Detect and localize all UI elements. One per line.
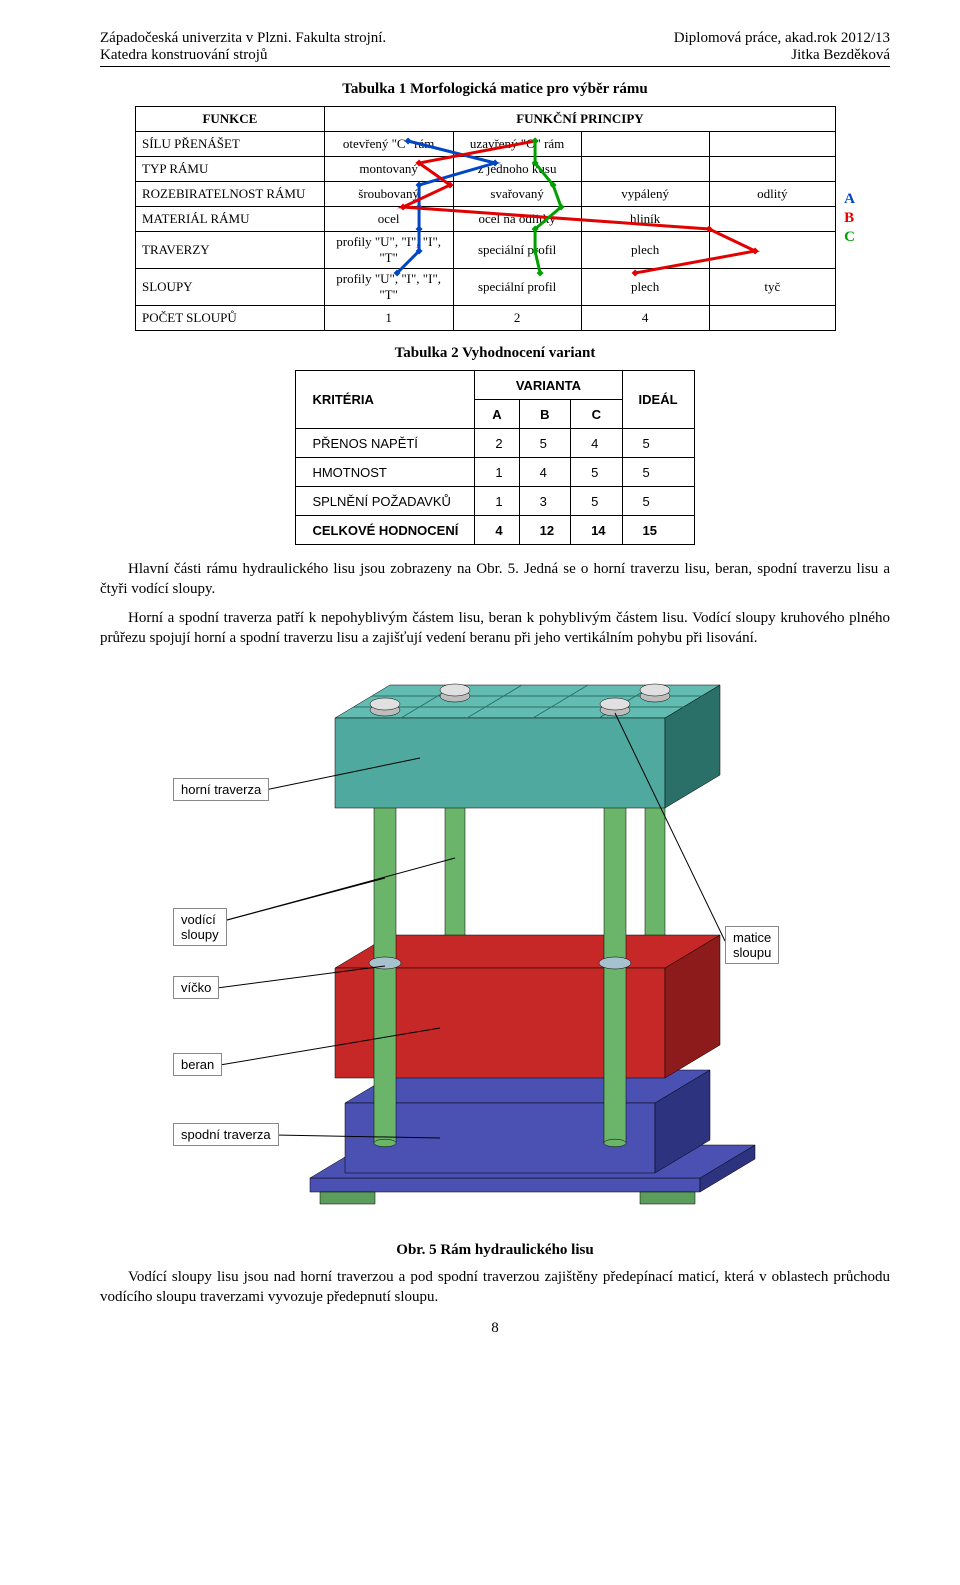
matice-cell: tyč [709, 269, 836, 306]
score-head-b: B [519, 400, 570, 429]
matice-cell [709, 232, 836, 269]
header-right-1: Diplomová práce, akad.rok 2012/13 [674, 30, 890, 47]
label-beran: beran [173, 1053, 222, 1076]
matice-cell: vypálený [581, 182, 709, 207]
score-head-kriteria: KRITÉRIA [296, 371, 475, 429]
frame-figure: horní traverza vodící sloupy víčko beran… [165, 658, 825, 1228]
score-cell: 14 [571, 516, 622, 545]
score-cell: 5 [519, 429, 570, 458]
matice-head-funkce: FUNKCE [136, 107, 325, 132]
label-vicko: víčko [173, 976, 219, 999]
matice-cell: ocel [324, 207, 453, 232]
label-vodici-sloupy: vodící sloupy [173, 908, 227, 946]
matice-cell: z jednoho kusu [453, 157, 581, 182]
matice-cell: ocel na odlitky [453, 207, 581, 232]
matice-cell: otevřený "C" rám [324, 132, 453, 157]
matice-row-label: TRAVERZY [136, 232, 325, 269]
label-spodni-traverza: spodní traverza [173, 1123, 279, 1146]
matice-cell: profily "U", "I", "I", "T" [324, 232, 453, 269]
matice-cell [709, 306, 836, 331]
score-row-label: CELKOVÉ HODNOCENÍ [296, 516, 475, 545]
score-cell: 15 [622, 516, 694, 545]
morphological-matrix-wrap: FUNKCE FUNKČNÍ PRINCIPY SÍLU PŘENÁŠETote… [135, 106, 855, 331]
score-head-a: A [475, 400, 519, 429]
matice-cell: 2 [453, 306, 581, 331]
score-cell: 5 [622, 458, 694, 487]
matice-row-label: MATERIÁL RÁMU [136, 207, 325, 232]
score-row-label: HMOTNOST [296, 458, 475, 487]
score-cell: 5 [571, 458, 622, 487]
matice-cell: montovaný [324, 157, 453, 182]
matice-cell: odlitý [709, 182, 836, 207]
morphological-matrix-table: FUNKCE FUNKČNÍ PRINCIPY SÍLU PŘENÁŠETote… [135, 106, 836, 331]
score-cell: 4 [475, 516, 519, 545]
paragraph-2: Horní a spodní traverza patří k nepohybl… [100, 608, 890, 649]
matice-row-label: SLOUPY [136, 269, 325, 306]
matice-cell: speciální profil [453, 269, 581, 306]
matice-cell [581, 132, 709, 157]
matice-head-principy: FUNKČNÍ PRINCIPY [324, 107, 835, 132]
page-header-line1: Západočeská univerzita v Plzni. Fakulta … [100, 30, 890, 47]
score-cell: 5 [571, 487, 622, 516]
score-cell: 5 [622, 429, 694, 458]
score-cell: 5 [622, 487, 694, 516]
page-number: 8 [100, 1320, 890, 1337]
header-rule [100, 66, 890, 67]
matice-cell: plech [581, 232, 709, 269]
legend-a: A [844, 191, 855, 208]
header-left-2: Katedra konstruování strojů [100, 47, 267, 64]
evaluation-table: KRITÉRIA VARIANTA IDEÁL A B C PŘENOS NAP… [295, 370, 694, 545]
matice-cell: svařovaný [453, 182, 581, 207]
header-left-1: Západočeská univerzita v Plzni. Fakulta … [100, 30, 386, 47]
matice-cell: uzavřený "O" rám [453, 132, 581, 157]
matice-cell: 4 [581, 306, 709, 331]
matice-cell [709, 207, 836, 232]
score-cell: 12 [519, 516, 570, 545]
paragraph-1: Hlavní části rámu hydraulického lisu jso… [100, 559, 890, 600]
score-row-label: PŘENOS NAPĚTÍ [296, 429, 475, 458]
matice-cell: hliník [581, 207, 709, 232]
legend-b: B [844, 210, 855, 227]
table2-caption: Tabulka 2 Vyhodnocení variant [100, 345, 890, 362]
matice-cell: profily "U", "I", "I", "T" [324, 269, 453, 306]
variant-legend: A B C [844, 106, 855, 331]
matice-cell [709, 157, 836, 182]
matice-row-label: SÍLU PŘENÁŠET [136, 132, 325, 157]
paragraph-3: Vodící sloupy lisu jsou nad horní traver… [100, 1267, 890, 1308]
matice-cell: šroubovaný [324, 182, 453, 207]
page-header-line2: Katedra konstruování strojů Jitka Bezděk… [100, 47, 890, 64]
matice-row-label: POČET SLOUPŮ [136, 306, 325, 331]
score-cell: 4 [571, 429, 622, 458]
score-cell: 1 [475, 458, 519, 487]
matice-cell [581, 157, 709, 182]
score-cell: 3 [519, 487, 570, 516]
matice-cell: plech [581, 269, 709, 306]
score-head-ideal: IDEÁL [622, 371, 694, 429]
table1-caption: Tabulka 1 Morfologická matice pro výběr … [100, 81, 890, 98]
label-matice-sloupu: matice sloupu [725, 926, 779, 964]
label-horni-traverza: horní traverza [173, 778, 269, 801]
legend-c: C [844, 229, 855, 246]
matice-cell [709, 132, 836, 157]
matice-cell: speciální profil [453, 232, 581, 269]
score-head-c: C [571, 400, 622, 429]
score-row-label: SPLNĚNÍ POŽADAVKŮ [296, 487, 475, 516]
score-head-varianta: VARIANTA [475, 371, 622, 400]
score-cell: 1 [475, 487, 519, 516]
header-right-2: Jitka Bezděková [791, 47, 890, 64]
matice-cell: 1 [324, 306, 453, 331]
matice-row-label: TYP RÁMU [136, 157, 325, 182]
matice-row-label: ROZEBIRATELNOST RÁMU [136, 182, 325, 207]
score-cell: 2 [475, 429, 519, 458]
figure-caption: Obr. 5 Rám hydraulického lisu [100, 1242, 890, 1259]
score-cell: 4 [519, 458, 570, 487]
